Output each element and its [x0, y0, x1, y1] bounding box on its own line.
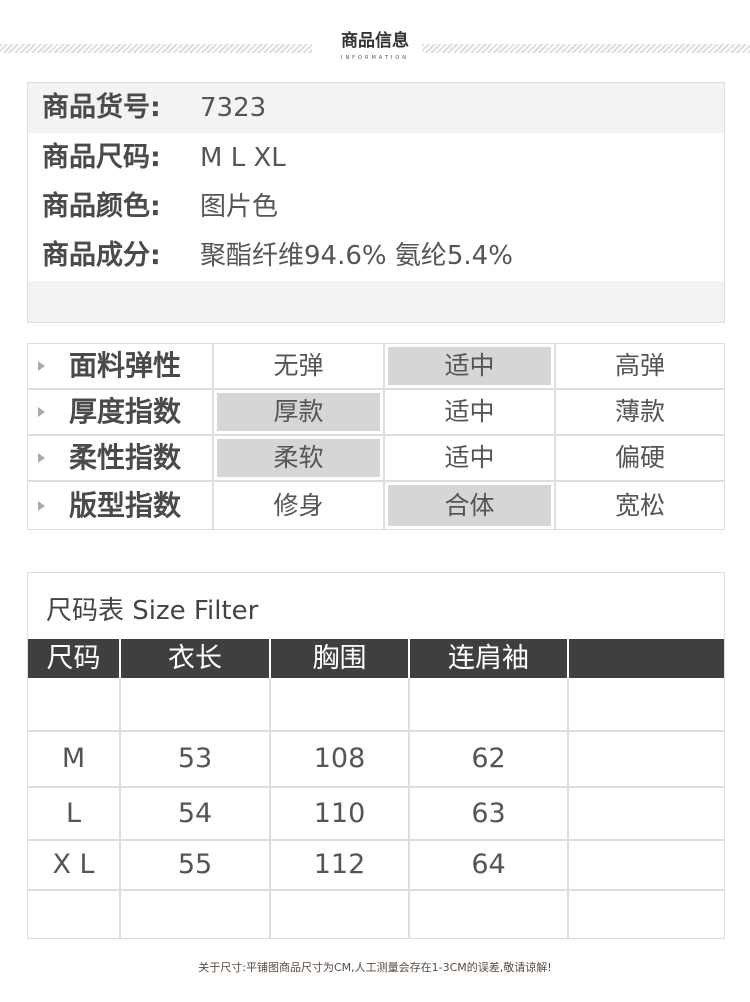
info-value: 图片色 — [200, 192, 279, 222]
attribute-option-label: 柔软 — [273, 443, 324, 472]
attribute-option-label: 适中 — [444, 351, 495, 380]
table-cell: L — [28, 788, 119, 841]
attribute-table: 面料弹性 无弹 适中 高弹 厚度指数 厚款 适中 薄款 柔性指数 柔软 适中 偏硬 版型指数 修身 合体 宽松 — [27, 343, 725, 530]
attribute-name: 面料弹性 — [28, 344, 212, 388]
table-cell: 112 — [269, 841, 408, 891]
attribute-label: 面料弹性 — [69, 349, 182, 382]
header-cell: 连肩袖 — [408, 639, 567, 678]
table-cell — [119, 678, 269, 732]
attribute-row: 柔性指数 柔软 适中 偏硬 — [28, 436, 724, 482]
attribute-option: 无弹 — [212, 344, 383, 388]
table-cell — [567, 891, 724, 938]
divider-right — [422, 44, 750, 53]
info-value: 7323 — [200, 93, 267, 123]
table-cell — [269, 891, 408, 938]
table-cell — [28, 891, 119, 938]
triangle-icon — [38, 361, 45, 371]
attribute-option: 厚款 — [212, 390, 383, 434]
attribute-option: 修身 — [212, 482, 383, 529]
size-note: 关于尺寸:平铺图商品尺寸为CM,人工测量会存在1-3CM的误差,敬请谅解! — [198, 961, 552, 974]
attribute-option-label: 适中 — [444, 397, 495, 426]
table-cell: 55 — [119, 841, 269, 891]
attribute-option: 柔软 — [212, 436, 383, 480]
triangle-icon — [38, 407, 45, 417]
attribute-label: 柔性指数 — [69, 441, 182, 474]
triangle-icon — [38, 500, 45, 511]
size-table-row: X L 55 112 64 — [28, 841, 724, 891]
attribute-option-label: 高弹 — [614, 351, 665, 380]
table-cell: X L — [28, 841, 119, 891]
attribute-label: 厚度指数 — [69, 395, 182, 428]
table-cell — [119, 891, 269, 938]
size-table-row — [28, 678, 724, 732]
table-cell — [567, 841, 724, 891]
product-info: 商品货号: 7323 商品尺码: M L XL 商品颜色: 图片色 商品成分: 聚酯纤维… — [27, 82, 725, 323]
attribute-option-label: 薄款 — [614, 397, 665, 426]
attribute-option-label: 无弹 — [273, 351, 324, 380]
info-label: 商品尺码: — [42, 142, 161, 173]
size-table-row — [28, 891, 724, 938]
attribute-option: 偏硬 — [554, 436, 724, 480]
attribute-name: 厚度指数 — [28, 390, 212, 434]
info-value: M L XL — [200, 143, 286, 173]
table-cell: 53 — [119, 732, 269, 788]
attribute-option: 宽松 — [554, 482, 724, 529]
table-cell — [28, 678, 119, 732]
info-value: 聚酯纤维94.6% 氨纶5.4% — [200, 241, 513, 271]
info-label: 商品货号: — [42, 92, 161, 123]
table-cell: M — [28, 732, 119, 788]
size-table-title: 尺码表 Size Filter — [46, 596, 259, 626]
attribute-option: 合体 — [383, 482, 554, 529]
table-cell — [567, 732, 724, 788]
attribute-option-label: 厚款 — [273, 397, 324, 426]
attribute-option-label: 偏硬 — [614, 443, 665, 472]
info-row: 商品成分: 聚酯纤维94.6% 氨纶5.4% — [28, 231, 724, 281]
attribute-option: 适中 — [383, 344, 554, 388]
table-cell: 54 — [119, 788, 269, 841]
table-cell: 108 — [269, 732, 408, 788]
attribute-option: 薄款 — [554, 390, 724, 434]
section-title: 商品信息 — [341, 31, 409, 51]
attribute-row: 版型指数 修身 合体 宽松 — [28, 482, 724, 529]
table-cell — [567, 788, 724, 841]
table-cell — [408, 678, 567, 732]
info-row: 商品货号: 7323 — [28, 83, 724, 133]
info-row: 商品颜色: 图片色 — [28, 183, 724, 231]
attribute-option: 高弹 — [554, 344, 724, 388]
attribute-option-label: 宽松 — [614, 490, 665, 520]
table-cell: 63 — [408, 788, 567, 841]
attribute-option: 适中 — [383, 436, 554, 480]
table-cell: 62 — [408, 732, 567, 788]
divider-left — [0, 44, 312, 53]
attribute-option-label: 修身 — [273, 490, 324, 520]
info-row: 商品尺码: M L XL — [28, 133, 724, 183]
attribute-label: 版型指数 — [69, 488, 182, 522]
info-label: 商品颜色: — [42, 191, 161, 222]
header-cell: 尺码 — [28, 639, 119, 678]
size-table-row: M 53 108 62 — [28, 732, 724, 788]
table-cell: 64 — [408, 841, 567, 891]
header-cell — [567, 639, 724, 678]
info-label: 商品成分: — [42, 240, 161, 271]
size-table-row: L 54 110 63 — [28, 788, 724, 841]
header-cell: 衣长 — [119, 639, 269, 678]
triangle-icon — [38, 453, 45, 463]
header-cell: 胸围 — [269, 639, 408, 678]
attribute-option-label: 适中 — [444, 443, 495, 472]
table-cell — [567, 678, 724, 732]
attribute-option-label: 合体 — [444, 490, 495, 520]
info-row-empty — [28, 281, 724, 322]
size-table: 尺码表 Size Filter 尺码 衣长 胸围 连肩袖 M 53 108 62 L 54 110 6… — [27, 572, 725, 939]
attribute-row: 厚度指数 厚款 适中 薄款 — [28, 390, 724, 436]
attribute-name: 柔性指数 — [28, 436, 212, 480]
attribute-name: 版型指数 — [28, 482, 212, 529]
section-subtitle: INFORMATION — [340, 55, 410, 61]
table-cell: 110 — [269, 788, 408, 841]
table-cell — [269, 678, 408, 732]
attribute-row: 面料弹性 无弹 适中 高弹 — [28, 344, 724, 390]
attribute-option: 适中 — [383, 390, 554, 434]
size-table-header: 尺码 衣长 胸围 连肩袖 — [28, 639, 724, 678]
table-cell — [408, 891, 567, 938]
